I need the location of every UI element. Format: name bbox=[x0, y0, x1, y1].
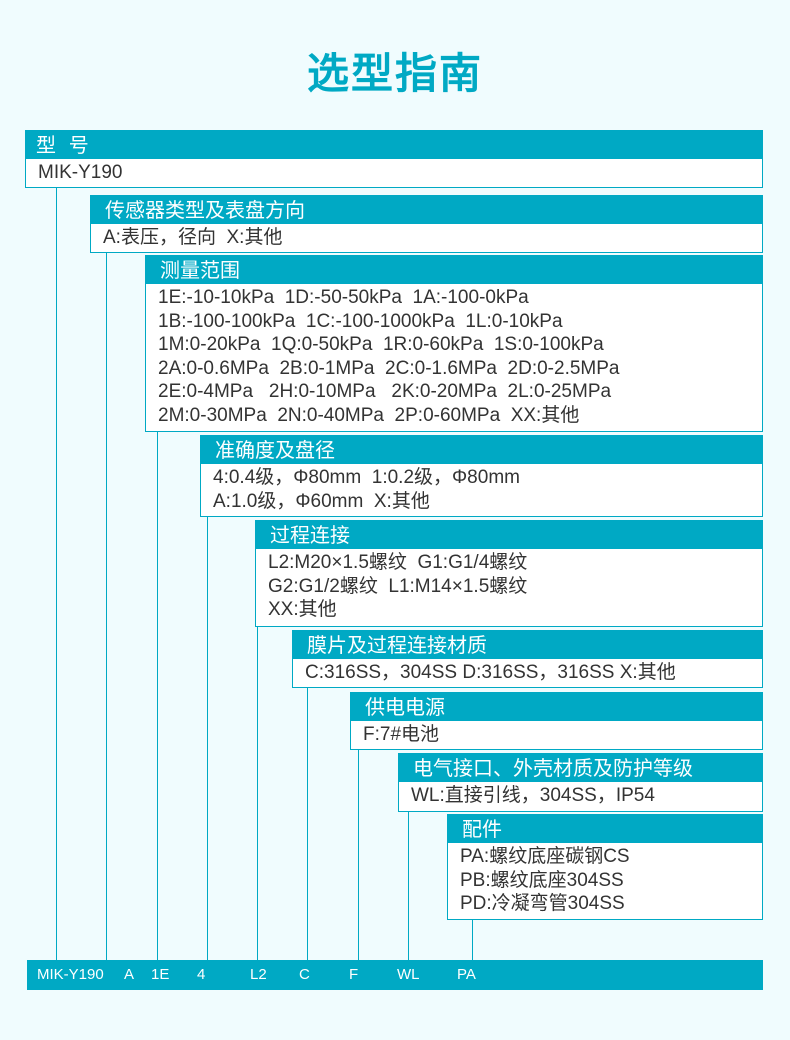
section-4: 准确度及盘径 4:0.4级，Φ80mm 1:0.2级，Φ80mm A:1.0级，Φ… bbox=[200, 435, 763, 517]
section-options: 1E:-10-10kPa 1D:-50-50kPa 1A:-100-0kPa 1… bbox=[158, 287, 620, 426]
example-code-bar: MIK-Y190 A 1E 4 L2 C F WL PA bbox=[27, 960, 763, 990]
section-header: 电气接口、外壳材质及防护等级 bbox=[399, 754, 762, 782]
code-segment: F bbox=[349, 966, 359, 983]
section-1: 型 号 MIK-Y190 bbox=[25, 130, 763, 188]
code-segment: C bbox=[299, 966, 310, 983]
code-segment: A bbox=[124, 966, 135, 983]
section-9: 配件 PA:螺纹底座碳钢CS PB:螺纹底座304SS PD:冷凝弯管304SS bbox=[447, 814, 763, 920]
connector-line bbox=[257, 627, 258, 960]
section-7: 供电电源 F:7#电池 bbox=[350, 692, 763, 750]
section-header: 传感器类型及表盘方向 bbox=[91, 196, 762, 224]
connector-line bbox=[307, 688, 308, 960]
code-segment: PA bbox=[457, 966, 476, 983]
code-segment: L2 bbox=[250, 966, 267, 983]
section-6: 膜片及过程连接材质 C:316SS，304SS D:316SS，316SS X:其… bbox=[292, 630, 763, 688]
connector-line bbox=[157, 432, 158, 960]
connector-line bbox=[358, 750, 359, 960]
connector-line bbox=[472, 920, 473, 960]
section-options: MIK-Y190 bbox=[38, 162, 123, 183]
connector-line bbox=[207, 517, 208, 960]
section-options: A:表压，径向 X:其他 bbox=[103, 227, 283, 248]
code-segment: 4 bbox=[197, 966, 206, 983]
code-segment: 1E bbox=[151, 966, 170, 983]
section-header: 准确度及盘径 bbox=[201, 436, 762, 464]
page-title: 选型指南 bbox=[306, 49, 483, 98]
connector-line bbox=[56, 187, 57, 960]
section-5: 过程连接 L2:M20×1.5螺纹 G1:G1/4螺纹 G2:G1/2螺纹 L1:… bbox=[255, 520, 763, 627]
section-options: L2:M20×1.5螺纹 G1:G1/4螺纹 G2:G1/2螺纹 L1:M14×… bbox=[268, 552, 528, 620]
code-segment: MIK-Y190 bbox=[37, 966, 104, 983]
section-header: 膜片及过程连接材质 bbox=[293, 631, 762, 659]
connector-line bbox=[408, 812, 409, 960]
section-header: 型 号 bbox=[26, 131, 762, 159]
section-options: PA:螺纹底座碳钢CS PB:螺纹底座304SS PD:冷凝弯管304SS bbox=[460, 846, 630, 914]
section-options: WL:直接引线，304SS，IP54 bbox=[411, 785, 655, 806]
code-segment: WL bbox=[397, 966, 420, 983]
section-header: 供电电源 bbox=[351, 693, 762, 721]
connector-line bbox=[106, 251, 107, 960]
section-options: F:7#电池 bbox=[363, 724, 440, 745]
section-header: 过程连接 bbox=[256, 521, 762, 549]
section-8: 电气接口、外壳材质及防护等级 WL:直接引线，304SS，IP54 bbox=[398, 753, 763, 812]
section-header: 测量范围 bbox=[146, 256, 762, 284]
section-header: 配件 bbox=[448, 815, 762, 843]
section-2: 传感器类型及表盘方向 A:表压，径向 X:其他 bbox=[90, 195, 763, 253]
section-options: C:316SS，304SS D:316SS，316SS X:其他 bbox=[305, 662, 676, 683]
section-options: 4:0.4级，Φ80mm 1:0.2级，Φ80mm A:1.0级，Φ60mm X… bbox=[213, 467, 520, 512]
section-3: 测量范围 1E:-10-10kPa 1D:-50-50kPa 1A:-100-0k… bbox=[145, 255, 763, 432]
